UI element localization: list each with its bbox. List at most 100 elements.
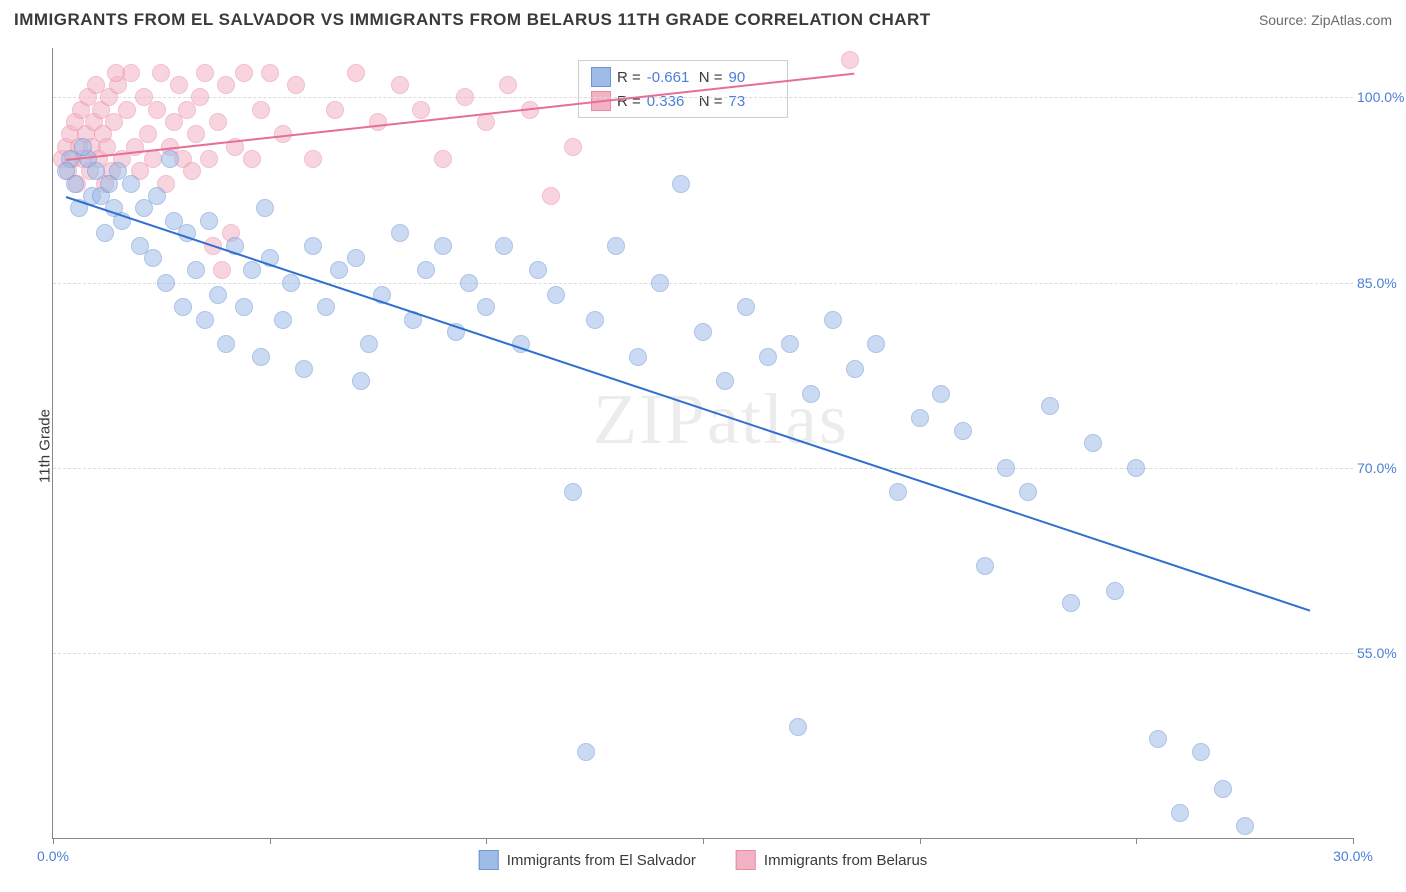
point-a xyxy=(161,150,179,168)
point-b xyxy=(841,51,859,69)
point-a xyxy=(144,249,162,267)
x-tick xyxy=(53,838,54,844)
point-a xyxy=(477,298,495,316)
point-b xyxy=(347,64,365,82)
y-tick-label: 85.0% xyxy=(1357,275,1405,291)
point-a xyxy=(304,237,322,255)
r-label: R = xyxy=(617,93,641,110)
point-a xyxy=(256,199,274,217)
point-a xyxy=(824,311,842,329)
point-a xyxy=(495,237,513,255)
point-a xyxy=(434,237,452,255)
point-b xyxy=(235,64,253,82)
point-b xyxy=(243,150,261,168)
chart-title: IMMIGRANTS FROM EL SALVADOR VS IMMIGRANT… xyxy=(14,10,931,30)
point-b xyxy=(217,76,235,94)
point-a xyxy=(209,286,227,304)
series-b-name: Immigrants from Belarus xyxy=(764,852,927,869)
point-b xyxy=(148,101,166,119)
point-a xyxy=(243,261,261,279)
r-value-a: -0.661 xyxy=(647,69,693,86)
series-a-name: Immigrants from El Salvador xyxy=(507,852,696,869)
point-b xyxy=(369,113,387,131)
point-b xyxy=(456,88,474,106)
point-a xyxy=(694,323,712,341)
point-a xyxy=(460,274,478,292)
n-value-b: 73 xyxy=(729,93,775,110)
point-b xyxy=(200,150,218,168)
gridline xyxy=(53,283,1353,284)
point-a xyxy=(347,249,365,267)
point-a xyxy=(867,335,885,353)
point-a xyxy=(217,335,235,353)
point-a xyxy=(672,175,690,193)
point-a xyxy=(716,372,734,390)
point-a xyxy=(252,348,270,366)
point-a xyxy=(1149,730,1167,748)
y-tick-label: 55.0% xyxy=(1357,645,1405,661)
point-a xyxy=(74,138,92,156)
y-tick-label: 70.0% xyxy=(1357,460,1405,476)
point-a xyxy=(789,718,807,736)
x-tick xyxy=(270,838,271,844)
point-a xyxy=(1084,434,1102,452)
swatch-a-icon xyxy=(479,850,499,870)
point-b xyxy=(170,76,188,94)
point-b xyxy=(564,138,582,156)
point-a xyxy=(274,311,292,329)
point-b xyxy=(107,64,125,82)
point-a xyxy=(1041,397,1059,415)
correlation-legend: R = -0.661 N = 90 R = 0.336 N = 73 xyxy=(578,60,788,118)
trendline-a xyxy=(66,196,1310,611)
swatch-b-icon xyxy=(736,850,756,870)
x-tick xyxy=(1353,838,1354,844)
point-a xyxy=(157,274,175,292)
point-a xyxy=(1192,743,1210,761)
point-a xyxy=(976,557,994,575)
point-a xyxy=(352,372,370,390)
point-a xyxy=(607,237,625,255)
point-a xyxy=(1171,804,1189,822)
point-a xyxy=(759,348,777,366)
point-a xyxy=(1106,582,1124,600)
point-a xyxy=(1062,594,1080,612)
r-label: R = xyxy=(617,69,641,86)
point-a xyxy=(122,175,140,193)
point-b xyxy=(144,150,162,168)
series-legend: Immigrants from El Salvador Immigrants f… xyxy=(479,850,928,870)
point-b xyxy=(152,64,170,82)
point-a xyxy=(586,311,604,329)
point-a xyxy=(330,261,348,279)
point-a xyxy=(577,743,595,761)
point-a xyxy=(109,162,127,180)
point-a xyxy=(196,311,214,329)
point-a xyxy=(57,162,75,180)
point-a xyxy=(802,385,820,403)
point-a xyxy=(1019,483,1037,501)
point-a xyxy=(148,187,166,205)
point-a xyxy=(954,422,972,440)
chart-plot-area: ZIPatlas R = -0.661 N = 90 R = 0.336 N =… xyxy=(52,48,1353,839)
point-b xyxy=(191,88,209,106)
legend-item-a: Immigrants from El Salvador xyxy=(479,850,696,870)
point-b xyxy=(213,261,231,279)
point-b xyxy=(287,76,305,94)
point-b xyxy=(183,162,201,180)
point-b xyxy=(326,101,344,119)
point-b xyxy=(139,125,157,143)
point-a xyxy=(737,298,755,316)
point-b xyxy=(261,64,279,82)
gridline xyxy=(53,653,1353,654)
point-b xyxy=(542,187,560,205)
point-b xyxy=(187,125,205,143)
gridline xyxy=(53,97,1353,98)
x-tick xyxy=(703,838,704,844)
point-a xyxy=(235,298,253,316)
gridline xyxy=(53,468,1353,469)
point-b xyxy=(209,113,227,131)
point-a xyxy=(911,409,929,427)
point-a xyxy=(651,274,669,292)
point-b xyxy=(477,113,495,131)
point-a xyxy=(96,224,114,242)
point-a xyxy=(1236,817,1254,835)
